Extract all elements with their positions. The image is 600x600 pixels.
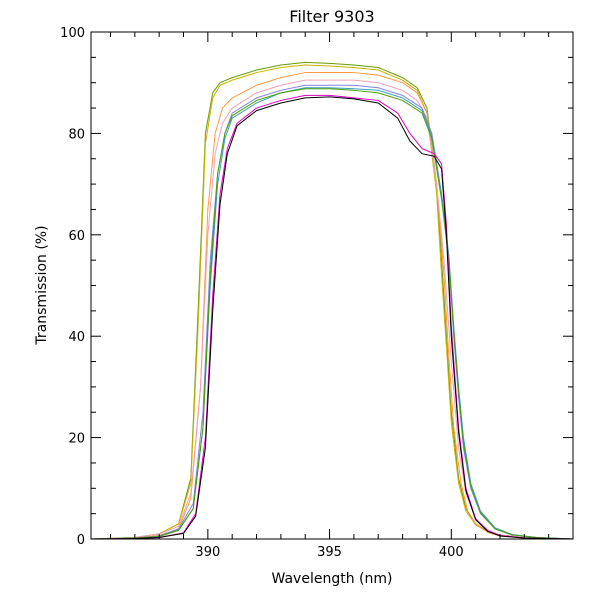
y-tick-label-40: 40 (68, 330, 85, 345)
x-tick-label-400: 400 (439, 545, 464, 560)
chart-title: Filter 9303 (289, 7, 374, 26)
x-tick-label-395: 395 (317, 545, 342, 560)
series-line-9 (90, 96, 574, 540)
y-tick-label-60: 60 (68, 229, 85, 244)
plot-frame (90, 31, 574, 540)
y-tick-label-20: 20 (68, 432, 85, 447)
labels-layer: 390 395 400 0 20 40 60 80 100 (60, 26, 464, 560)
ticks-layer (91, 31, 574, 540)
series-line-7 (90, 88, 574, 540)
y-tick-label-100: 100 (60, 26, 85, 41)
series-layer (90, 61, 574, 540)
y-axis-label: Transmission (%) (34, 225, 50, 345)
series-line-8 (90, 94, 574, 540)
series-line-5 (90, 84, 574, 540)
y-tick-label-0: 0 (77, 533, 85, 548)
y-tick-label-80: 80 (68, 127, 85, 142)
x-tick-label-390: 390 (195, 545, 220, 560)
x-axis-label: Wavelength (nm) (272, 571, 393, 587)
series-line-2 (90, 64, 574, 540)
